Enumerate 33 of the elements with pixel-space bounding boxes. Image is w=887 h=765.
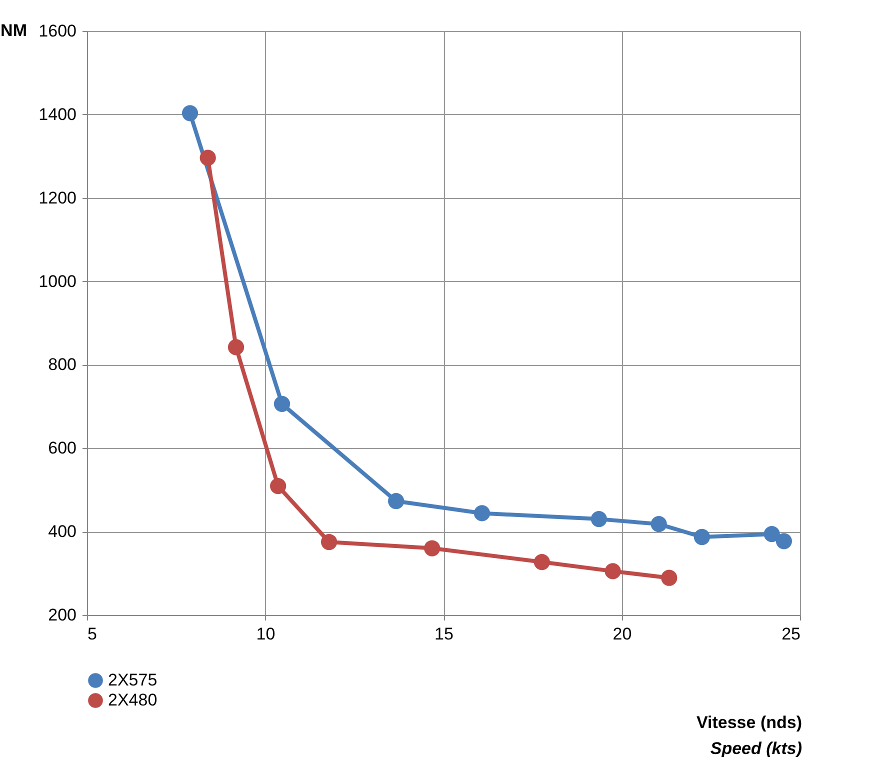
legend-label: 2X575 [108, 670, 158, 690]
point [661, 570, 678, 586]
point [200, 150, 216, 166]
y-tick-label: 800 [48, 355, 76, 374]
point [228, 339, 244, 356]
x-tick-label: 15 [434, 624, 454, 644]
y-tick-label: 600 [48, 438, 76, 458]
legend-label: 2X480 [108, 690, 158, 710]
point [474, 505, 490, 522]
point [388, 493, 404, 510]
x-tick-label: 20 [612, 624, 632, 644]
x-tick-label: 10 [256, 624, 276, 644]
y-tick-label: 1400 [38, 104, 76, 124]
point [534, 554, 550, 570]
y-axis-title: NM [0, 21, 27, 40]
y-tick-label: 1000 [38, 272, 76, 291]
point [182, 105, 198, 122]
point [424, 540, 440, 556]
point [321, 534, 338, 550]
y-tick-label: 1600 [38, 22, 76, 40]
x-tick-label: 5 [88, 624, 97, 644]
point [776, 533, 792, 550]
y-tick-label: 400 [48, 522, 76, 542]
y-tick-label: 1200 [38, 188, 76, 208]
point [274, 396, 290, 412]
point [764, 526, 780, 542]
point [694, 528, 710, 546]
y-tick-label: 200 [48, 606, 76, 624]
point [270, 478, 286, 494]
point [650, 516, 667, 532]
point [604, 563, 621, 580]
x-tick-label: 25 [782, 624, 800, 644]
point [590, 511, 607, 528]
